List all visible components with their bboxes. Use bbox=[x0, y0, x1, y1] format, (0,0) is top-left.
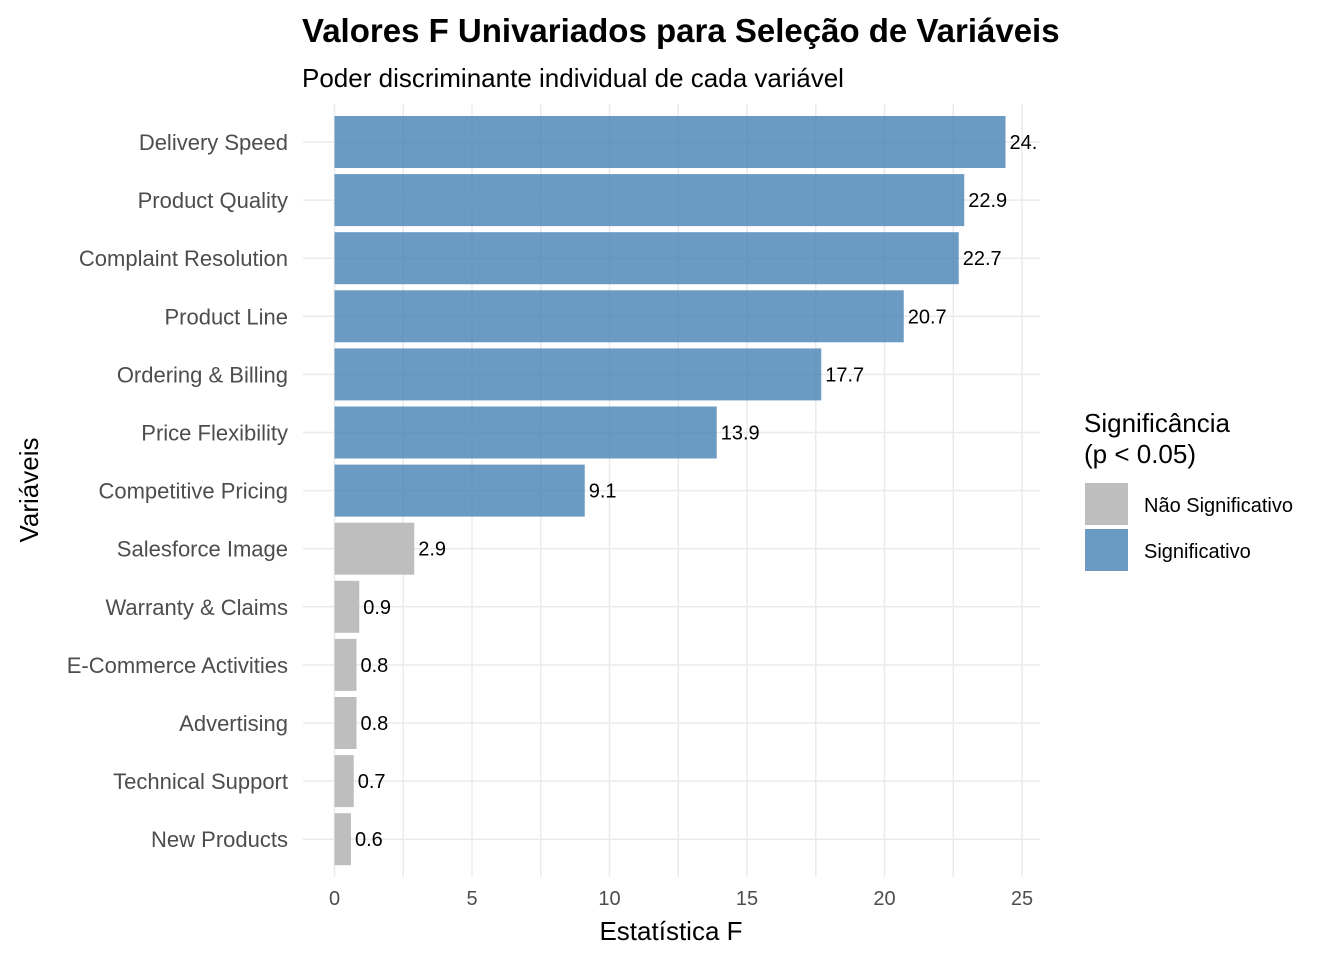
chart-title: Valores F Univariados para Seleção de Va… bbox=[302, 12, 1060, 49]
x-axis-tick-labels: 0 5 10 15 20 25 bbox=[329, 888, 1033, 910]
bar-value-label: 22.9 bbox=[968, 190, 1007, 212]
category-label: Delivery Speed bbox=[139, 130, 288, 155]
bar-value-label: 0.8 bbox=[361, 713, 389, 735]
x-tick-label: 25 bbox=[1011, 888, 1033, 910]
bar bbox=[334, 232, 959, 285]
legend-title: (p < 0.05) bbox=[1084, 439, 1196, 469]
y-axis-tick-labels: Delivery Speed Product Quality Complaint R… bbox=[67, 130, 288, 852]
bar-value-label: 9.1 bbox=[589, 481, 617, 503]
category-label: E-Commerce Activities bbox=[67, 653, 288, 678]
x-axis-title: Estatística F bbox=[599, 916, 742, 946]
category-label: Technical Support bbox=[113, 769, 288, 794]
legend-title: Significância bbox=[1084, 408, 1231, 438]
bar-value-label: 17.7 bbox=[825, 364, 864, 386]
category-label: Salesforce Image bbox=[117, 537, 288, 562]
legend-swatch bbox=[1085, 529, 1128, 571]
legend-swatch bbox=[1085, 483, 1128, 525]
x-tick-label: 0 bbox=[329, 888, 340, 910]
bar bbox=[334, 116, 1006, 168]
legend-label: Significativo bbox=[1144, 541, 1251, 563]
category-label: New Products bbox=[151, 827, 288, 852]
bar bbox=[334, 348, 822, 401]
x-tick-label: 5 bbox=[466, 888, 477, 910]
bar bbox=[334, 522, 415, 575]
category-label: Advertising bbox=[179, 711, 288, 736]
category-label: Product Quality bbox=[138, 188, 288, 213]
bar bbox=[334, 406, 717, 459]
chart-subtitle: Poder discriminante individual de cada v… bbox=[302, 63, 844, 93]
bars bbox=[334, 116, 1006, 866]
bar bbox=[334, 813, 351, 866]
bar bbox=[334, 755, 354, 808]
x-tick-label: 15 bbox=[736, 888, 758, 910]
category-label: Ordering & Billing bbox=[117, 362, 288, 387]
bar-value-label: 0.8 bbox=[361, 655, 389, 677]
bar bbox=[334, 290, 904, 343]
legend: Significância(p < 0.05) Não Significativo… bbox=[1084, 408, 1293, 571]
category-label: Warranty & Claims bbox=[105, 595, 288, 620]
category-label: Price Flexibility bbox=[141, 421, 288, 446]
bar-value-label: 24. bbox=[1010, 132, 1038, 154]
bar-value-label: 0.6 bbox=[355, 829, 383, 851]
bar bbox=[334, 174, 965, 227]
bar bbox=[334, 464, 585, 517]
x-tick-label: 20 bbox=[873, 888, 895, 910]
category-label: Complaint Resolution bbox=[79, 246, 288, 271]
x-tick-label: 10 bbox=[598, 888, 620, 910]
bar-value-label: 22.7 bbox=[963, 248, 1002, 270]
bar-value-label: 13.9 bbox=[721, 423, 760, 445]
bar-value-label: 2.9 bbox=[418, 539, 446, 561]
category-label: Competitive Pricing bbox=[98, 479, 288, 504]
bar bbox=[334, 638, 357, 691]
data-labels: 24. 22.9 22.7 20.7 17.7 13.9 9.1 2.9 0.9 0.8 0.8 0.… bbox=[355, 132, 1037, 851]
category-label: Product Line bbox=[164, 304, 288, 329]
y-axis-title: Variáveis bbox=[14, 437, 44, 542]
legend-label: Não Significativo bbox=[1144, 495, 1293, 517]
bar-value-label: 20.7 bbox=[908, 306, 947, 328]
bar-value-label: 0.9 bbox=[363, 597, 391, 619]
bar bbox=[334, 697, 357, 749]
bar-value-label: 0.7 bbox=[358, 771, 386, 793]
bar bbox=[334, 580, 360, 633]
